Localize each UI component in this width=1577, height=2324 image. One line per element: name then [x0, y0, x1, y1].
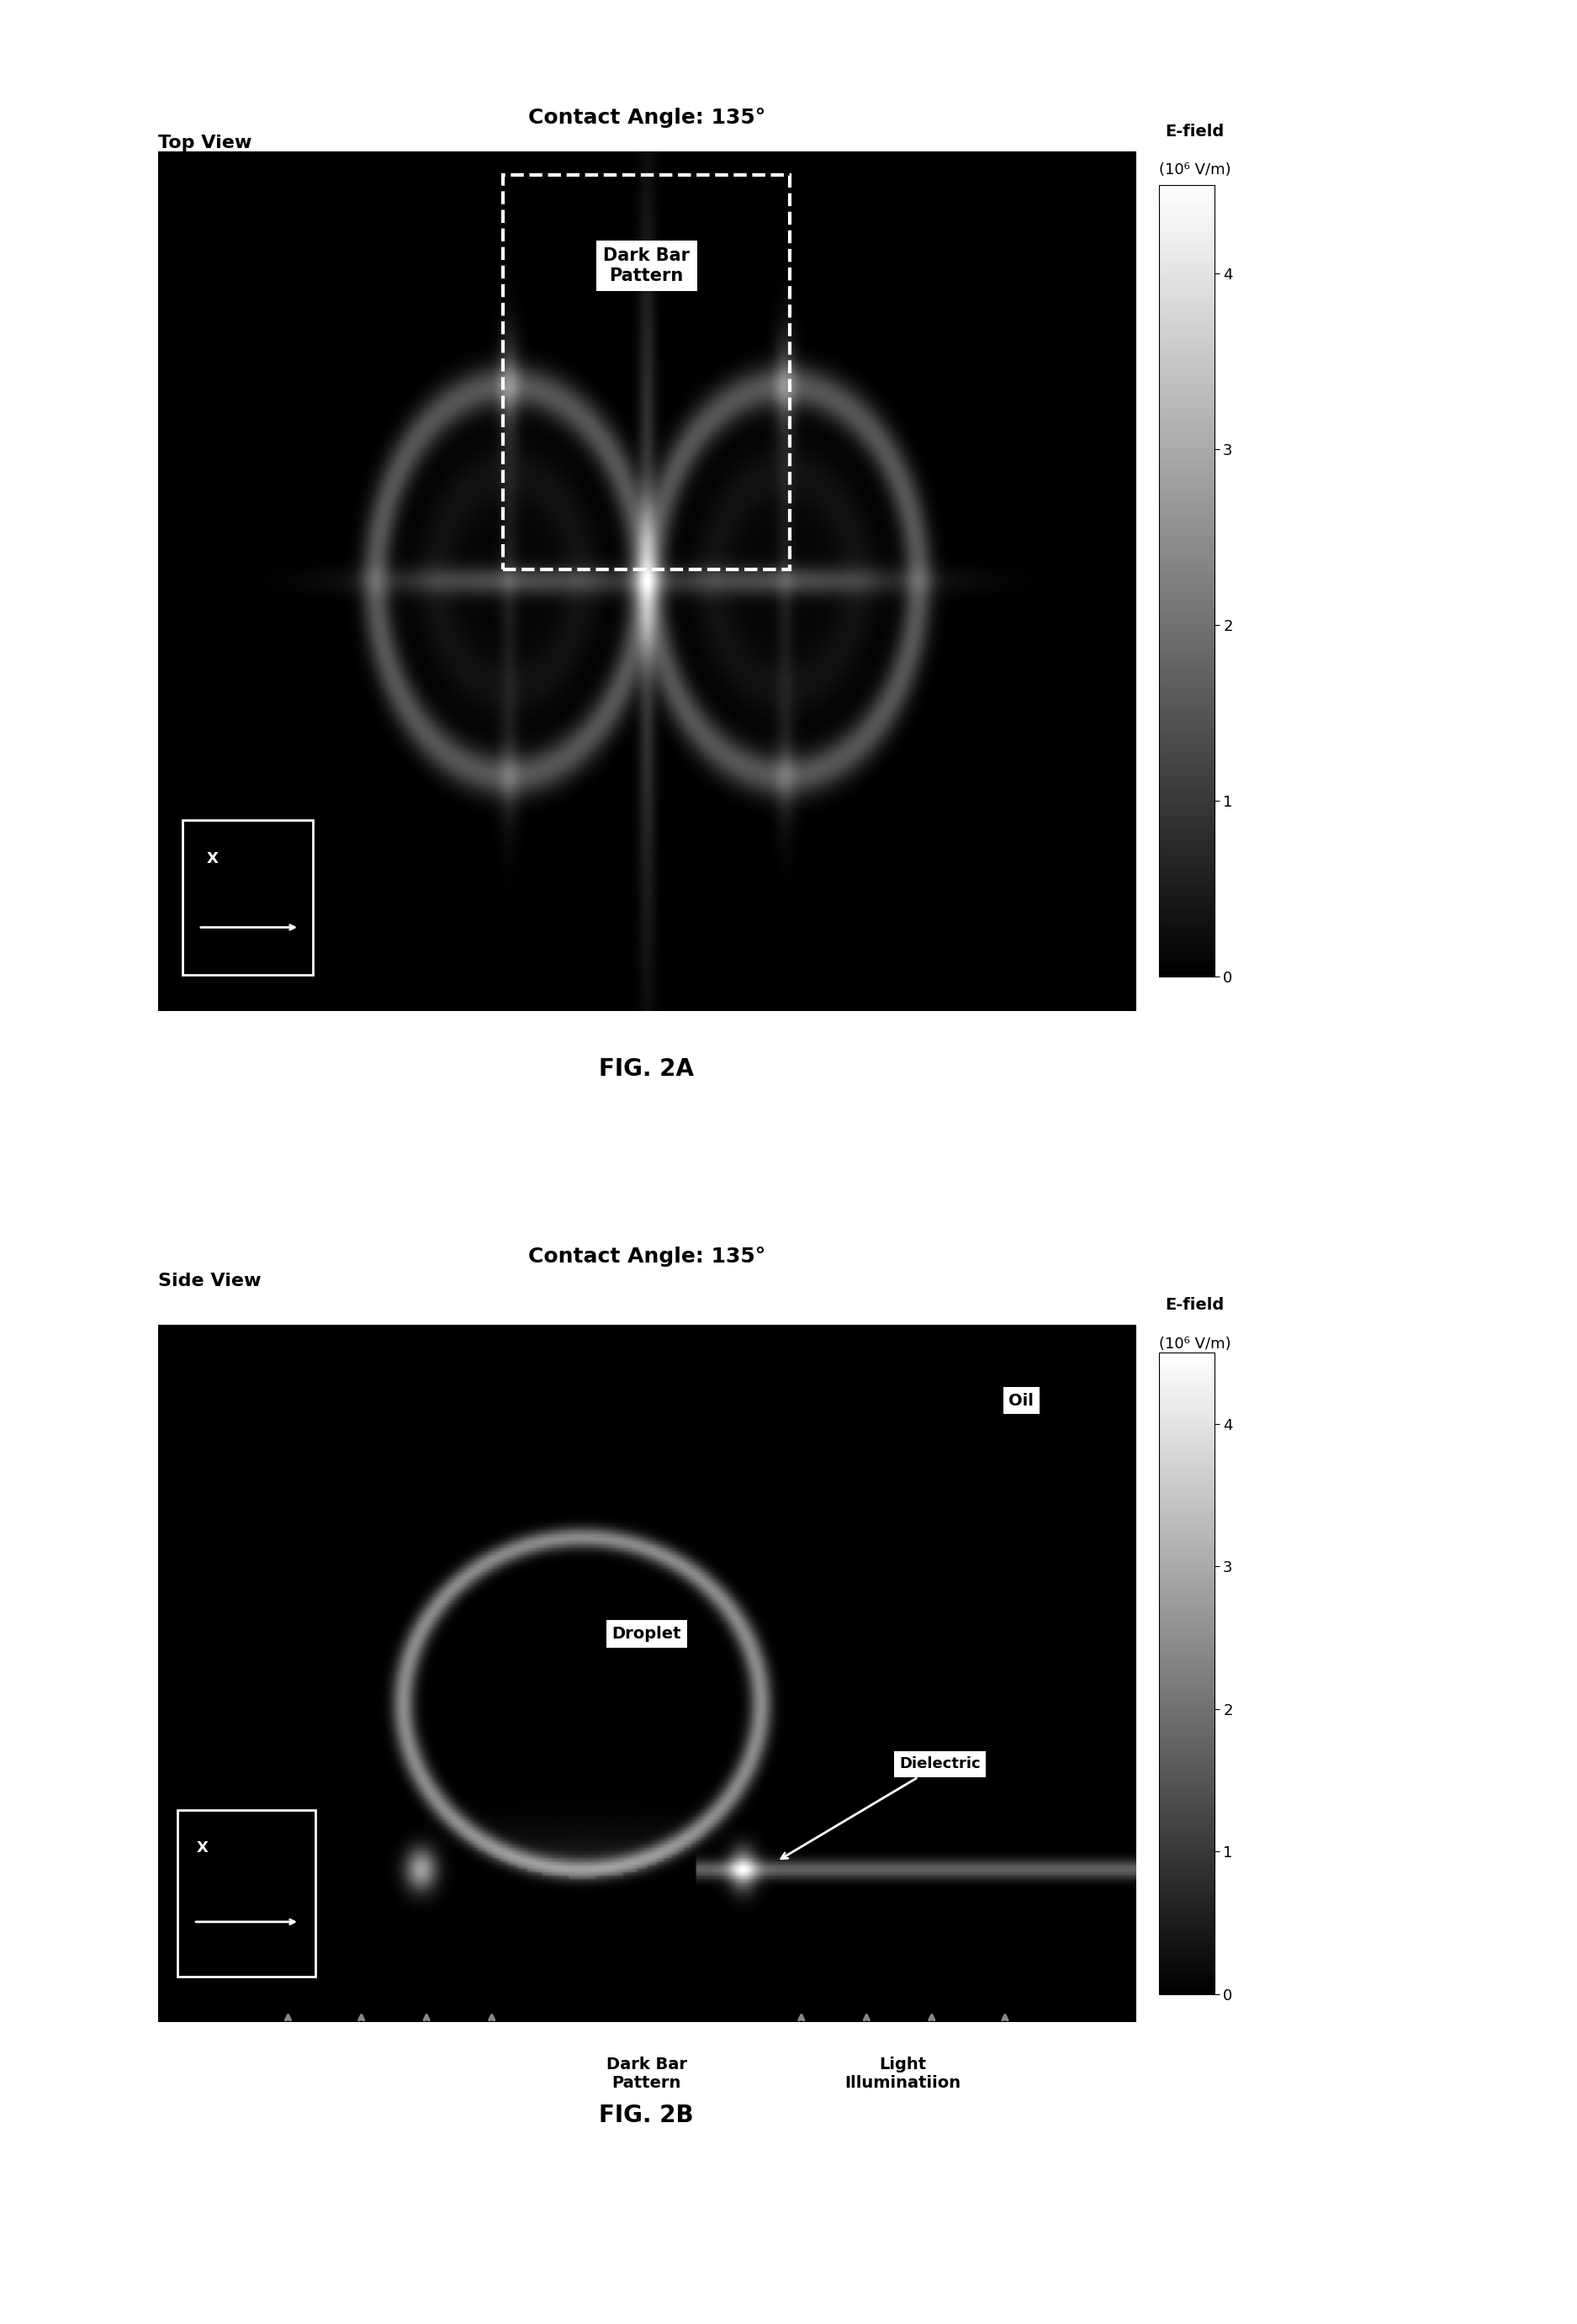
- Text: Contact Angle: 135°: Contact Angle: 135°: [528, 1246, 765, 1267]
- Text: Light
Illuminatiion: Light Illuminatiion: [844, 2057, 960, 2092]
- Text: (10⁶ V/m): (10⁶ V/m): [1159, 1336, 1230, 1353]
- Bar: [508, 1975, 785, 2015]
- Text: Dielectric: Dielectric: [781, 1757, 981, 1859]
- Text: X: X: [197, 1841, 208, 1855]
- Text: Side View: Side View: [158, 1274, 260, 1290]
- Text: FIG. 2A: FIG. 2A: [599, 1057, 694, 1081]
- Text: FIG. 2B: FIG. 2B: [599, 2103, 694, 2126]
- Text: Contact Angle: 135°: Contact Angle: 135°: [528, 107, 765, 128]
- Text: Oil: Oil: [1009, 1392, 1035, 1408]
- Bar: [183, 820, 312, 976]
- Text: Top View: Top View: [158, 135, 251, 151]
- Text: E-field: E-field: [1165, 1297, 1224, 1313]
- Text: Dark Bar
Pattern: Dark Bar Pattern: [604, 249, 689, 284]
- Bar: [177, 1810, 315, 1975]
- Text: X: X: [207, 851, 218, 867]
- Text: E-field: E-field: [1165, 123, 1224, 139]
- Text: (10⁶ V/m): (10⁶ V/m): [1159, 163, 1230, 179]
- Text: Droplet: Droplet: [612, 1627, 681, 1641]
- Text: Dark Bar
Pattern: Dark Bar Pattern: [606, 2057, 688, 2092]
